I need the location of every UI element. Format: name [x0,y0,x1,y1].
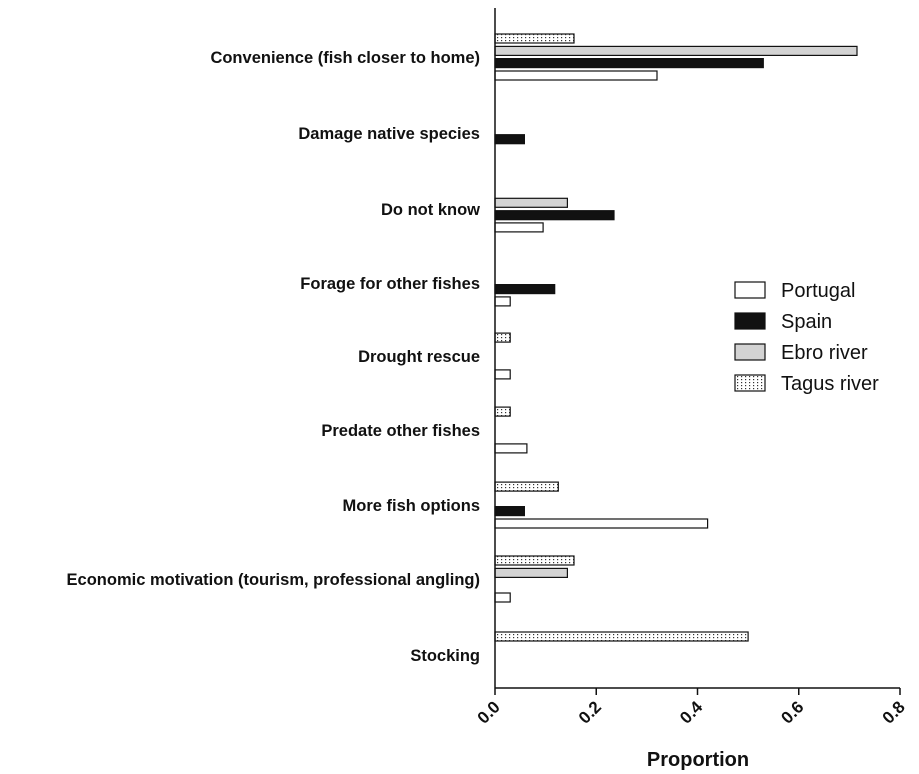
x-tick-label: 0.6 [777,697,807,727]
x-tick-label: 0.8 [879,697,909,727]
bar-spain-forage-for-other-fishes [494,284,556,295]
legend-label: Spain [781,311,832,333]
x-tick-label: 0.0 [474,697,504,727]
category-label: Predate other fishes [321,422,480,440]
bar-portugal-do-not-know [494,222,544,233]
x-tick-label: 0.2 [575,697,605,727]
category-label: Damage native species [298,125,480,143]
legend-swatch-spain [734,312,766,330]
legend-label: Portugal [781,280,856,302]
bar-spain-convenience-fish-closer-to-home [494,57,764,69]
bar-tagus-river-convenience-fish-closer-to-home [494,33,575,44]
bar-tagus-river-stocking [494,631,749,642]
bar-portugal-forage-for-other-fishes [494,296,511,307]
bar-ebro-river-convenience-fish-closer-to-home [494,45,858,57]
category-label: Convenience (fish closer to home) [210,49,480,67]
category-label: Forage for other fishes [300,275,480,293]
bar-portugal-convenience-fish-closer-to-home [494,70,658,81]
bar-tagus-river-predate-other-fishes [494,406,511,417]
legend-swatch-tagus-river [734,374,766,392]
x-axis-title: Proportion [647,749,749,771]
bar-portugal-drought-rescue [494,369,511,380]
legend: Portugal Spain Ebro river Tagus river [734,280,879,395]
category-label: Do not know [381,201,480,219]
bar-tagus-river-economic-motivation-tourism-professional-angling [494,555,575,566]
bar-portugal-more-fish-options [494,518,709,529]
category-label: More fish options [343,497,481,515]
x-tick-label: 0.4 [676,697,707,728]
legend-swatch-portugal [734,281,766,299]
category-label: Stocking [410,647,480,665]
category-label: Drought rescue [358,348,480,366]
category-labels: Convenience (fish closer to home) Damage … [67,49,481,665]
bar-spain-more-fish-options [494,506,525,517]
bar-spain-damage-native-species [494,134,525,145]
bars-group [494,33,858,642]
legend-swatch-ebro-river [734,343,766,361]
bar-ebro-river-do-not-know [494,197,569,208]
bar-spain-do-not-know [494,210,615,221]
legend-label: Tagus river [781,373,879,395]
bar-tagus-river-more-fish-options [494,481,559,492]
category-label: Economic motivation (tourism, profession… [67,571,480,589]
legend-label: Ebro river [781,342,868,364]
bar-tagus-river-drought-rescue [494,332,511,343]
bar-portugal-economic-motivation-tourism-professional-angling [494,592,511,603]
bar-ebro-river-economic-motivation-tourism-professional-angling [494,567,569,579]
bar-portugal-predate-other-fishes [494,443,528,454]
